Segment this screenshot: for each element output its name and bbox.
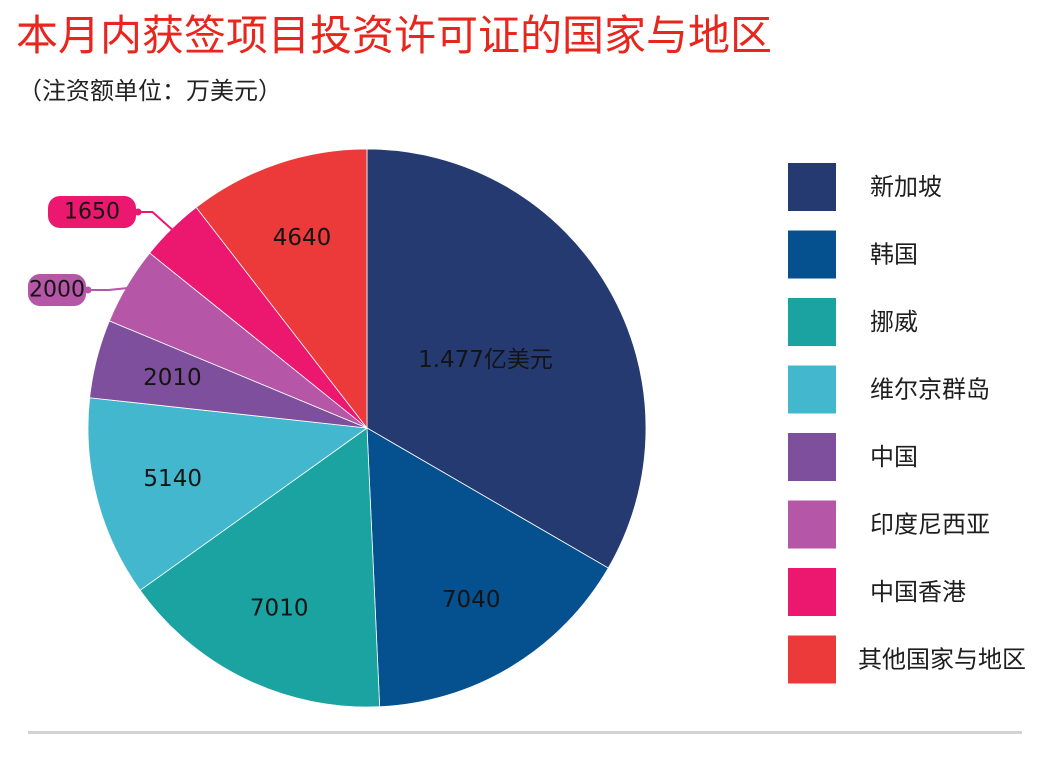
- legend-swatch: [788, 568, 836, 616]
- pie-slice-2: [366, 427, 609, 708]
- legend-item: 中国: [788, 433, 918, 481]
- slice-value-label: 1.477亿美元: [418, 347, 553, 373]
- pie-slice-labels: 1.477亿美元 7040 7010 5140 2010 4640: [143, 225, 553, 622]
- legend-item: 其他国家与地区: [788, 635, 1026, 684]
- callout-7: 1650: [48, 196, 176, 233]
- legend-swatch: [788, 230, 836, 279]
- callout-bubble: [48, 196, 136, 228]
- legend-swatch: [788, 365, 836, 414]
- bottom-divider: [28, 731, 1022, 734]
- pie-slice-3: [139, 427, 381, 708]
- callout-leader-line: [86, 286, 131, 291]
- legend-label: 中国香港: [870, 578, 966, 606]
- legend-item: 新加坡: [788, 163, 942, 211]
- legend-label: 其他国家与地区: [858, 646, 1026, 674]
- slice-value-label: 2010: [143, 365, 202, 391]
- chart-subtitle: （注资额单位：万美元）: [18, 77, 282, 105]
- legend-item: 中国香港: [788, 568, 966, 616]
- legend-label: 维尔京群岛: [870, 376, 990, 404]
- slice-value-label: 1650: [64, 200, 120, 225]
- legend-label: 中国: [870, 443, 918, 471]
- legend-label: 新加坡: [870, 173, 942, 201]
- legend-item: 韩国: [788, 230, 918, 279]
- legend-swatch: [788, 163, 836, 211]
- slice-value-label: 4640: [273, 225, 332, 251]
- legend-swatch: [788, 433, 836, 481]
- pie-slice-8: [195, 148, 368, 430]
- pie-slice-1: [366, 148, 647, 569]
- legend-label: 挪威: [870, 308, 918, 336]
- legend-swatch: [788, 500, 836, 549]
- slice-value-label: 5140: [143, 466, 202, 492]
- pie-slice-4: [87, 397, 369, 591]
- slice-value-label: 7040: [442, 587, 501, 613]
- legend-item: 印度尼西亚: [788, 500, 990, 549]
- pie-callouts: 1650 2000: [28, 196, 176, 306]
- legend-swatch: [788, 635, 836, 684]
- legend-label: 韩国: [870, 241, 918, 269]
- legend-label: 印度尼西亚: [870, 511, 990, 539]
- slice-value-label: 7010: [250, 596, 309, 622]
- legend-item: 维尔京群岛: [788, 365, 990, 414]
- callout-dot: [84, 286, 92, 294]
- chart-title: 本月内获签项目投资许可证的国家与地区: [16, 11, 773, 60]
- callout-bubble: [28, 274, 86, 306]
- callout-dot: [134, 208, 142, 216]
- legend-item: 挪威: [788, 298, 918, 346]
- legend-swatch: [788, 298, 836, 346]
- slice-value-label: 2000: [29, 278, 85, 303]
- callout-leader-line: [136, 211, 176, 233]
- pie-slices: [87, 148, 647, 708]
- callout-6: 2000: [28, 274, 131, 306]
